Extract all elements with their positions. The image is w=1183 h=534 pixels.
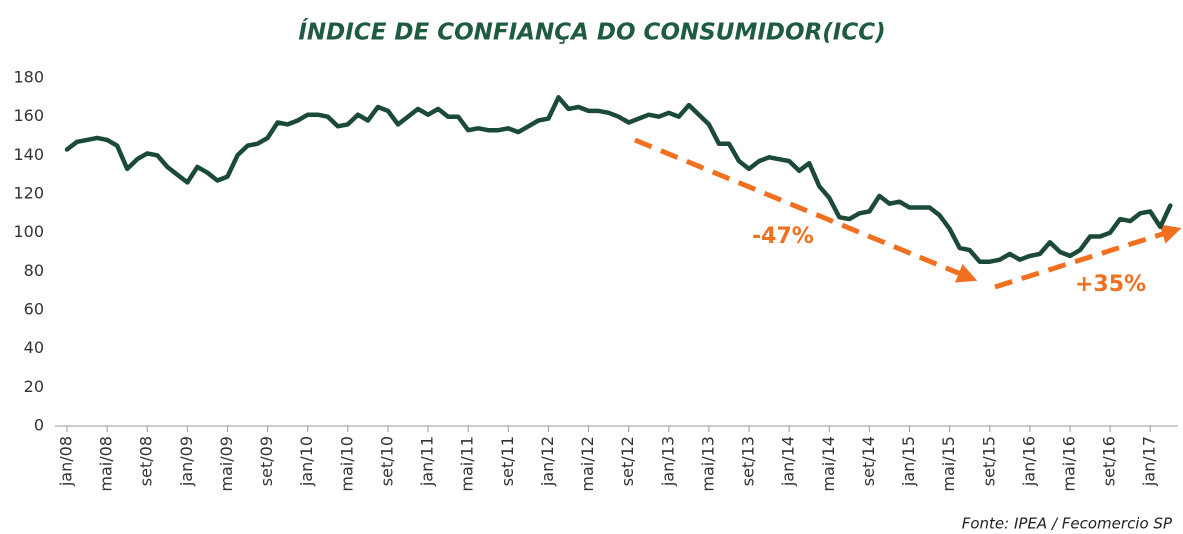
- y-tick-label: 0: [34, 416, 44, 435]
- series-line: [64, 95, 1173, 264]
- x-tick-label: jan/10: [297, 436, 316, 487]
- trend-arrow: [634, 137, 978, 283]
- x-tick-label: set/12: [618, 436, 637, 486]
- x-tick-label: set/16: [1100, 436, 1119, 486]
- chart-title: ÍNDICE DE CONFIANÇA DO CONSUMIDOR(ICC): [298, 18, 885, 46]
- x-tick-label: jan/13: [658, 436, 677, 487]
- x-tick-label: mai/16: [1060, 436, 1079, 492]
- x-tick-label: jan/08: [57, 436, 76, 487]
- x-tick-label: set/15: [979, 436, 998, 486]
- x-tick-label: jan/11: [418, 436, 437, 487]
- x-tick-label: jan/14: [779, 436, 798, 487]
- x-tick-label: mai/13: [698, 436, 717, 492]
- source: Fonte: IPEA / Fecomercio SP: [962, 515, 1173, 533]
- x-tick-label: mai/11: [458, 436, 477, 492]
- y-tick-label: 20: [24, 377, 44, 396]
- annotation: +35%: [1075, 272, 1146, 297]
- x-tick-label: set/14: [859, 436, 878, 486]
- trend-arrow: [994, 224, 1182, 290]
- y-tick-label: 140: [13, 145, 44, 164]
- x-tick-label: mai/12: [578, 436, 597, 492]
- y-tick-label: 60: [24, 300, 44, 319]
- y-tick-label: 120: [13, 184, 44, 203]
- y-tick-label: 80: [24, 261, 44, 280]
- x-tick-label: jan/16: [1019, 436, 1038, 487]
- x-tick-label: set/08: [137, 436, 156, 486]
- x-tick-label: set/09: [257, 436, 276, 486]
- y-tick-label: 100: [13, 222, 44, 241]
- y-tick-label: 180: [13, 68, 44, 87]
- x-tick-label: jan/09: [177, 436, 196, 487]
- annotation: -47%: [752, 224, 814, 249]
- x-tick-label: set/10: [377, 436, 396, 486]
- x-tick-label: mai/08: [97, 436, 116, 492]
- x-tick-label: jan/12: [538, 436, 557, 487]
- x-tick-label: jan/17: [1140, 436, 1159, 487]
- x-tick-label: set/13: [739, 436, 758, 486]
- x-tick-label: mai/10: [337, 436, 356, 492]
- y-tick-label: 40: [24, 338, 44, 357]
- x-tick-label: mai/15: [939, 436, 958, 492]
- x-tick-label: set/11: [498, 436, 517, 486]
- x-tick-label: mai/14: [819, 436, 838, 492]
- x-tick-label: jan/15: [899, 436, 918, 487]
- y-tick-label: 160: [13, 106, 44, 125]
- x-tick-label: mai/09: [217, 436, 236, 492]
